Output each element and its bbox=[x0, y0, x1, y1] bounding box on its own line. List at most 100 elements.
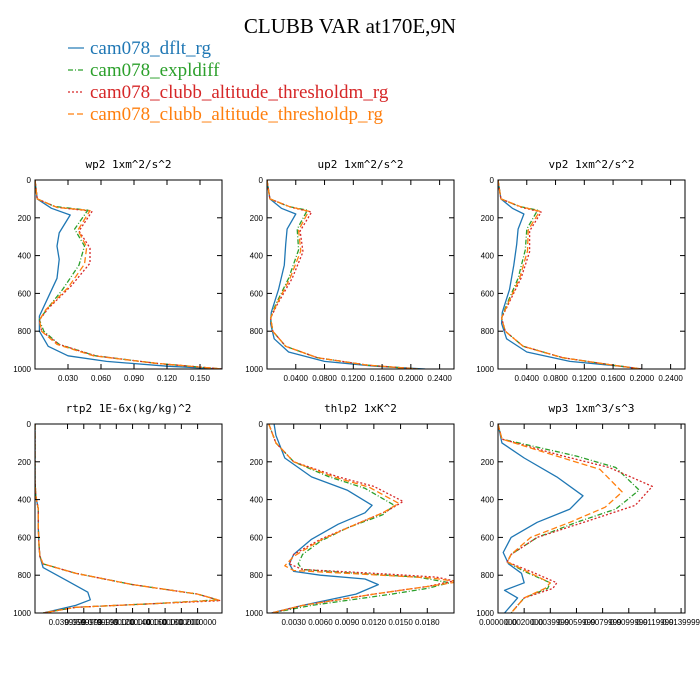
x-tick-label: 0.0800 bbox=[312, 374, 337, 383]
plot-frame bbox=[266, 179, 455, 370]
y-tick-label: 400 bbox=[481, 496, 495, 505]
y-tick-label: 1000 bbox=[13, 365, 31, 374]
x-tick-label: 0.1200000 bbox=[114, 618, 152, 627]
panel-4: thlp2 1xK^2 0 200 400 600 800 1000 0.0030 0.0060… bbox=[245, 402, 455, 627]
series-group bbox=[268, 424, 454, 613]
x-tick-label: 0.2400 bbox=[427, 374, 452, 383]
series-line-expldiff bbox=[35, 424, 219, 613]
x-tick-label: 0.0090 bbox=[335, 618, 360, 627]
x-tick-label: 0.0079999 bbox=[584, 618, 622, 627]
y-tick-label: 0 bbox=[27, 176, 32, 185]
series-line-thresholdm bbox=[498, 180, 642, 369]
series-line-dflt bbox=[498, 180, 642, 369]
x-tick-label: 0.1000000 bbox=[97, 618, 135, 627]
y-tick-label: 0 bbox=[490, 420, 495, 429]
x-tick-label: 0.0039999 bbox=[531, 618, 569, 627]
y-tick-label: 600 bbox=[250, 533, 264, 542]
y-tick-label: 800 bbox=[481, 571, 495, 580]
series-line-dflt bbox=[267, 180, 426, 369]
y-tick-label: 0 bbox=[27, 420, 32, 429]
x-tick-label: 0.0120 bbox=[362, 618, 387, 627]
x-tick-label: 0.0400 bbox=[515, 374, 540, 383]
series-line-expldiff bbox=[35, 180, 222, 369]
x-tick-label: 0.1200 bbox=[341, 374, 366, 383]
x-tick-label: 0.0030 bbox=[281, 618, 306, 627]
x-tick-label: 0.0799999 bbox=[81, 618, 119, 627]
panel-1: up2 1xm^2/s^2 0 200 400 600 800 1000 0.0400 0.08… bbox=[245, 158, 455, 383]
x-tick-label: 0.0099999 bbox=[610, 618, 648, 627]
y-tick-label: 600 bbox=[481, 289, 495, 298]
panel-title: wp3 1xm^3/s^3 bbox=[548, 402, 634, 415]
x-tick-label: 0.060 bbox=[91, 374, 112, 383]
series-group bbox=[498, 424, 653, 613]
series-line-thresholdp bbox=[498, 424, 623, 613]
legend-label-thresholdm: cam078_clubb_altitude_thresholdm_rg bbox=[90, 82, 389, 103]
figure-title: CLUBB VAR at170E,9N bbox=[244, 14, 456, 38]
y-tick-label: 400 bbox=[481, 252, 495, 261]
panel-title: thlp2 1xK^2 bbox=[324, 402, 397, 415]
y-tick-label: 800 bbox=[18, 327, 32, 336]
y-tick-label: 1000 bbox=[476, 365, 494, 374]
x-tick-label: 0.150 bbox=[190, 374, 211, 383]
panel-2: vp2 1xm^2/s^2 0 200 400 600 800 1000 0.0400 0.08… bbox=[476, 158, 686, 383]
y-tick-label: 1000 bbox=[245, 609, 263, 618]
series-line-expldiff bbox=[498, 424, 640, 613]
y-tick-label: 600 bbox=[481, 533, 495, 542]
x-tick-label: 0.2000 bbox=[399, 374, 424, 383]
x-tick-label: 0.0150 bbox=[388, 618, 413, 627]
x-tick-label: 0.0399999 bbox=[49, 618, 87, 627]
plot-frame bbox=[34, 179, 223, 370]
x-tick-label: 0.0800 bbox=[543, 374, 568, 383]
panel-0: wp2 1xm^2/s^2 0 200 400 600 800 1000 0.030 0.060… bbox=[13, 158, 223, 383]
y-tick-label: 400 bbox=[250, 252, 264, 261]
series-line-thresholdm bbox=[35, 424, 222, 613]
y-tick-label: 600 bbox=[250, 289, 264, 298]
plot-frame bbox=[497, 423, 686, 614]
y-tick-label: 800 bbox=[250, 571, 264, 580]
series-line-thresholdp bbox=[35, 180, 222, 369]
series-line-thresholdp bbox=[267, 180, 419, 369]
y-tick-label: 400 bbox=[18, 252, 32, 261]
y-tick-label: 400 bbox=[18, 496, 32, 505]
x-tick-label: 0.0400 bbox=[284, 374, 309, 383]
y-tick-label: 600 bbox=[18, 533, 32, 542]
x-tick-label: 0.0060 bbox=[308, 618, 333, 627]
y-tick-label: 200 bbox=[481, 458, 495, 467]
series-line-dflt bbox=[498, 424, 584, 613]
x-tick-label: 0.1600 bbox=[601, 374, 626, 383]
series-group bbox=[498, 180, 642, 369]
x-tick-label: 0.0119999 bbox=[636, 618, 674, 627]
series-group bbox=[35, 424, 222, 613]
panels: wp2 1xm^2/s^2 0 200 400 600 800 1000 0.030 0.060… bbox=[13, 158, 700, 627]
series-line-expldiff bbox=[268, 424, 451, 613]
y-tick-label: 1000 bbox=[245, 365, 263, 374]
x-tick-label: 0.1200 bbox=[572, 374, 597, 383]
panel-title: rtp2 1E-6x(kg/kg)^2 bbox=[66, 402, 192, 415]
y-tick-label: 1000 bbox=[476, 609, 494, 618]
series-line-dflt bbox=[271, 424, 379, 613]
x-tick-label: 0.0020000 bbox=[505, 618, 543, 627]
x-tick-label: 0.1600 bbox=[370, 374, 395, 383]
x-tick-label: 0.0180 bbox=[415, 618, 440, 627]
y-tick-label: 800 bbox=[481, 327, 495, 336]
series-line-thresholdp bbox=[268, 424, 454, 613]
y-tick-label: 200 bbox=[250, 458, 264, 467]
x-tick-label: 0.0599999 bbox=[65, 618, 103, 627]
legend: cam078_dflt_rg cam078_expldiff cam078_cl… bbox=[68, 38, 389, 125]
x-tick-label: 0.030 bbox=[58, 374, 79, 383]
series-line-thresholdp bbox=[498, 180, 642, 369]
y-tick-label: 800 bbox=[250, 327, 264, 336]
legend-label-expldiff: cam078_expldiff bbox=[90, 60, 220, 81]
panel-3: rtp2 1E-6x(kg/kg)^2 0 200 400 600 800 1000 0.03… bbox=[13, 402, 223, 627]
plot-frame bbox=[497, 179, 686, 370]
panel-title: up2 1xm^2/s^2 bbox=[317, 158, 403, 171]
y-tick-label: 0 bbox=[259, 420, 264, 429]
x-tick-label: 0.0139999 bbox=[662, 618, 700, 627]
x-tick-label: 0.1800000 bbox=[162, 618, 200, 627]
y-tick-label: 600 bbox=[18, 289, 32, 298]
series-line-expldiff bbox=[267, 180, 419, 369]
y-tick-label: 200 bbox=[481, 214, 495, 223]
legend-label-dflt: cam078_dflt_rg bbox=[90, 38, 212, 59]
series-line-thresholdm bbox=[267, 180, 419, 369]
